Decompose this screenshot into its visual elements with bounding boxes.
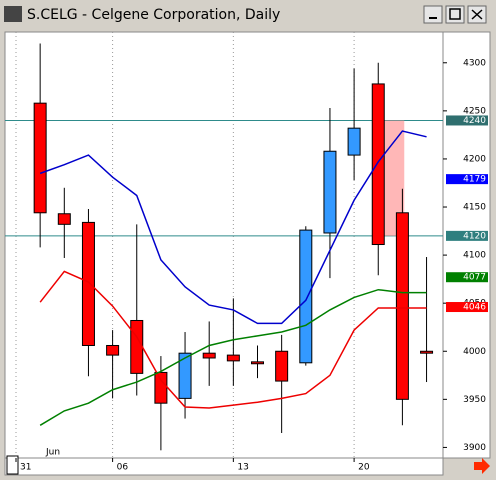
window-buttons[interactable] (423, 5, 487, 24)
ma-line (39, 270, 427, 409)
ma-line (39, 130, 427, 325)
candle-body (275, 350, 289, 382)
candle-body (226, 354, 240, 362)
x-tick-label: 20 (358, 463, 370, 473)
candle-body (130, 319, 144, 374)
candle-body (323, 150, 337, 234)
plot-area (4, 31, 444, 459)
x-tick-label: 13 (237, 463, 248, 473)
candle-body (347, 127, 361, 156)
candle-body (202, 352, 216, 359)
x-annotation: Jun (45, 448, 60, 458)
candle-body (33, 102, 47, 214)
y-tick-label: 3900 (463, 443, 486, 453)
minimize-button[interactable] (423, 5, 443, 24)
scroll-arrow[interactable] (474, 458, 490, 474)
ma-line (39, 288, 427, 426)
y-tick-label: 4250 (463, 106, 486, 116)
y-tick-label: 4100 (463, 251, 486, 261)
price-marker (446, 302, 488, 313)
maximize-icon (449, 8, 461, 20)
x-tick-label: 31 (20, 463, 31, 473)
price-marker-label: 4120 (463, 231, 486, 241)
price-marker (446, 115, 488, 126)
close-icon (471, 9, 483, 20)
app-icon (4, 6, 22, 22)
price-marker-label: 4179 (463, 175, 486, 185)
candle-body (420, 350, 434, 354)
candle-body (299, 229, 313, 364)
y-tick-label: 4000 (463, 347, 486, 357)
price-marker (446, 230, 488, 241)
candle-body (395, 212, 409, 400)
candle-body (81, 221, 95, 346)
candle-body (178, 352, 192, 399)
price-marker-label: 4046 (463, 303, 486, 313)
price-axis (442, 31, 491, 459)
price-marker-label: 4240 (463, 116, 486, 126)
price-marker (446, 174, 488, 185)
x-tick-label: 06 (117, 463, 129, 473)
candle-body (371, 83, 385, 246)
candle-body (106, 344, 120, 356)
y-tick-label: 4300 (463, 58, 486, 68)
price-marker-label: 4077 (463, 273, 486, 283)
candle-body (251, 361, 264, 365)
price-marker (446, 272, 488, 283)
window-title: S.CELG - Celgene Corporation, Daily (27, 7, 280, 23)
date-axis (4, 457, 444, 476)
y-tick-label: 3950 (463, 395, 486, 405)
candle-body (154, 371, 168, 404)
y-tick-label: 4200 (463, 154, 486, 164)
y-tick-label: 4150 (463, 203, 486, 213)
title-bar (2, 2, 494, 28)
scroll-box[interactable] (6, 455, 19, 475)
candle-body (57, 213, 71, 225)
